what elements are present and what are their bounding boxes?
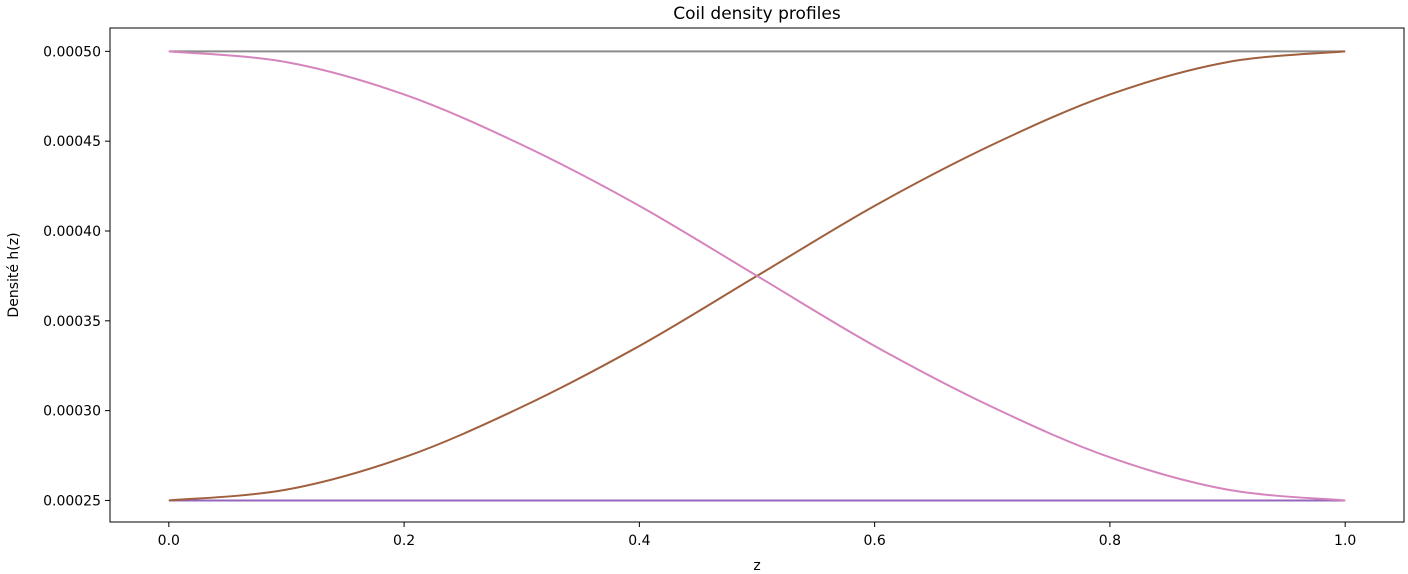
series-line-decreasing [168, 50, 1346, 502]
y-tick-label: 0.00025 [43, 493, 101, 509]
y-tick-label: 0.00045 [43, 134, 101, 150]
y-tick-label: 0.00035 [43, 314, 101, 330]
chart-title: Coil density profiles [673, 4, 841, 24]
x-axis: 0.0 0.2 0.4 0.6 0.8 1.0 [158, 522, 1356, 549]
y-axis-label: Densité h(z) [6, 232, 22, 317]
plot-frame [109, 27, 1405, 523]
x-tick-label: 0.4 [628, 533, 650, 549]
series-layer [168, 50, 1346, 502]
x-tick-label: 0.2 [393, 533, 415, 549]
y-tick-label: 0.00050 [43, 44, 101, 60]
x-tick-label: 0.8 [1099, 533, 1121, 549]
x-tick-label: 0.0 [158, 533, 180, 549]
y-axis: 0.00025 0.00030 0.00035 0.00040 0.00045 0.000… [43, 44, 110, 509]
y-tick-label: 0.00030 [43, 404, 101, 420]
y-tick-label: 0.00040 [43, 224, 101, 240]
x-tick-label: 1.0 [1334, 533, 1356, 549]
x-tick-label: 0.6 [864, 533, 886, 549]
x-axis-label: z [753, 558, 760, 574]
